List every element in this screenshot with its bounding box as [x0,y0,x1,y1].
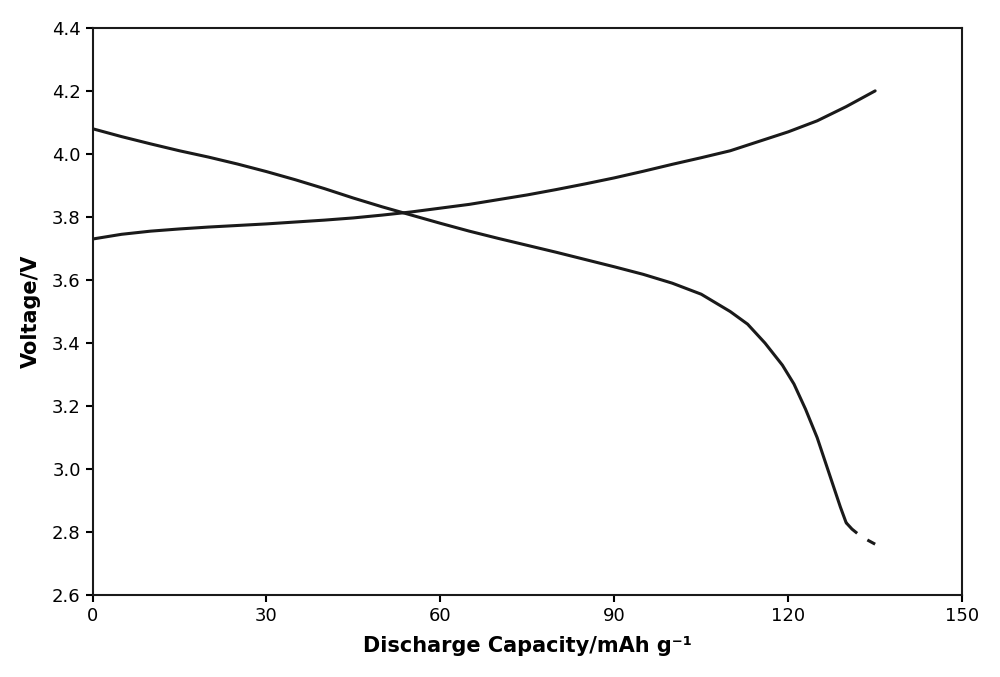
Y-axis label: Voltage/V: Voltage/V [21,255,41,368]
X-axis label: Discharge Capacity/mAh g⁻¹: Discharge Capacity/mAh g⁻¹ [363,636,692,656]
